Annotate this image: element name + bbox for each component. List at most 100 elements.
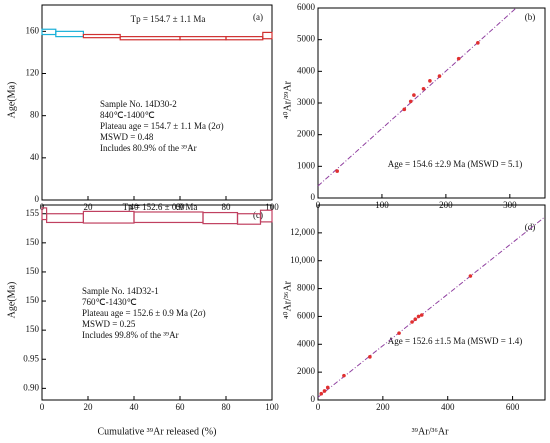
y-tick-label: 2000	[297, 129, 316, 139]
y-tick-label: 0	[35, 194, 40, 204]
data-point	[325, 385, 330, 390]
data-point	[476, 41, 480, 45]
data-point	[368, 355, 372, 359]
plateau-title: Tp = 152.6 ± 0.9 Ma	[123, 202, 198, 212]
y-tick-label: 12,000	[290, 227, 315, 237]
plot-frame	[41, 4, 273, 201]
annotation: Sample No. 14D32-1	[82, 286, 159, 296]
y-tick-label: 8000	[297, 283, 316, 293]
data-point	[428, 79, 432, 83]
data-point	[412, 93, 416, 97]
x-tick-label: 100	[265, 402, 279, 412]
x-tick-label: 40	[130, 402, 140, 412]
y-axis-label: ⁴⁰Ar/³⁹Ar	[282, 80, 293, 119]
data-point	[335, 169, 339, 173]
x-tick-label: 60	[176, 202, 186, 212]
plateau-title: Tp = 154.7 ± 1.1 Ma	[131, 14, 206, 24]
x-tick-label: 0	[316, 402, 321, 412]
x-tick-label: 20	[84, 402, 94, 412]
plot-frame	[317, 7, 546, 199]
annotation: Plateau age = 154.7 ± 1.1 Ma (2σ)	[100, 121, 224, 131]
annotation: MSWD = 0.25	[82, 319, 136, 329]
annotation: 760℃-1430℃	[82, 297, 137, 307]
y-tick-label: 5000	[297, 34, 316, 44]
x-tick-label: 600	[506, 402, 520, 412]
data-point	[322, 389, 327, 393]
data-point	[456, 56, 461, 61]
step-box	[262, 31, 273, 40]
y-tick-label: 1000	[297, 160, 316, 170]
step-box	[45, 213, 84, 224]
y-axis-label: ⁴⁰Ar/³⁶Ar	[282, 280, 293, 319]
y-tick-label: 0	[311, 192, 316, 202]
data-point	[416, 314, 421, 319]
step-box	[82, 210, 135, 224]
data-point	[419, 313, 424, 317]
annotation: Sample No. 14D30-2	[100, 99, 177, 109]
annotation: Age = 152.6 ±1.5 Ma (MSWD = 1.4)	[388, 336, 523, 346]
y-tick-label: 10,000	[290, 255, 315, 265]
data-point	[408, 99, 413, 104]
data-point	[397, 331, 401, 335]
step-box	[133, 211, 204, 224]
data-point	[421, 86, 426, 91]
step-box	[55, 30, 84, 38]
y-tick-label: 3000	[297, 97, 316, 107]
annotation: Includes 80.9% of the ³⁹Ar	[100, 143, 197, 153]
y-tick-label: 150	[26, 324, 40, 334]
step-box	[119, 36, 181, 41]
x-tick-label: 200	[376, 402, 390, 412]
y-tick-label: 120	[26, 68, 40, 78]
annotation: 840℃-1400℃	[100, 110, 155, 120]
y-tick-label: 150	[26, 266, 40, 276]
panel-label: (a)	[253, 12, 263, 22]
plot-frame	[41, 204, 273, 401]
y-tick-label: 40	[30, 152, 40, 162]
data-point	[468, 274, 473, 278]
y-tick-label: 6000	[297, 2, 316, 12]
y-tick-label: 80	[30, 110, 40, 120]
data-point	[319, 391, 324, 396]
step-box	[82, 33, 121, 39]
step-box	[202, 211, 239, 225]
isochron-line	[317, 7, 517, 187]
x-axis-label: ³⁹Ar/³⁶Ar	[412, 426, 450, 437]
step-box	[179, 36, 227, 41]
panel-label: (b)	[525, 12, 536, 22]
data-point	[410, 320, 414, 324]
y-axis-label: Age(Ma)	[6, 282, 17, 319]
data-point	[437, 74, 442, 78]
x-tick-label: 40	[130, 202, 140, 212]
y-tick-label: 0	[311, 394, 316, 404]
y-tick-label: 0.90	[23, 382, 39, 392]
y-tick-label: 150	[26, 295, 40, 305]
x-tick-label: 0	[40, 402, 45, 412]
data-point	[342, 373, 346, 378]
isochron-line	[317, 216, 546, 398]
y-tick-label: 4000	[297, 65, 316, 75]
annotation: Age = 154.6 ±2.9 Ma (MSWD = 5.1)	[388, 159, 523, 169]
y-tick-label: 0.95	[23, 353, 39, 363]
y-tick-label: 4000	[297, 338, 316, 348]
data-point	[402, 107, 407, 112]
x-tick-label: 80	[222, 402, 232, 412]
x-tick-label: 400	[441, 402, 455, 412]
step-box	[225, 36, 264, 41]
data-point	[413, 317, 418, 322]
y-tick-label: 150	[26, 237, 40, 247]
step-box	[41, 28, 57, 36]
panel-label: (c)	[253, 210, 263, 220]
annotation: MSWD = 0.48	[100, 132, 154, 142]
annotation: Includes 99.8% of the ³⁹Ar	[82, 330, 179, 340]
x-tick-label: 60	[176, 402, 186, 412]
x-tick-label: 20	[84, 202, 94, 212]
x-axis-label: Cumulative ³⁹Ar released (%)	[98, 426, 217, 437]
y-tick-label: 6000	[297, 310, 316, 320]
y-tick-label: 155	[26, 208, 40, 218]
y-axis-label: Age(Ma)	[6, 82, 17, 119]
panel-label: (d)	[525, 222, 536, 232]
y-tick-label: 160	[26, 25, 40, 35]
x-tick-label: 80	[222, 202, 232, 212]
step-box	[259, 209, 273, 223]
